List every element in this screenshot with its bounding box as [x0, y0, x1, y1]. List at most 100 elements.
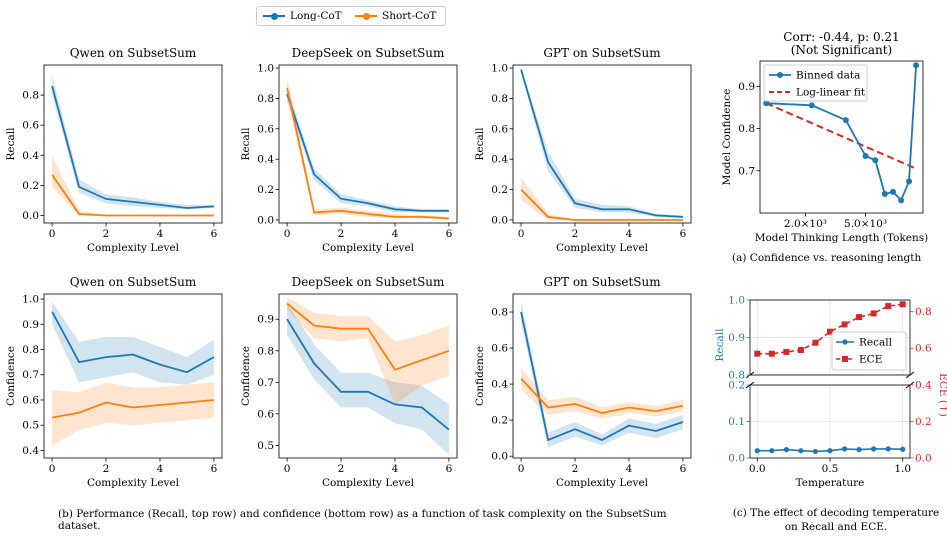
ece-marker [899, 301, 906, 308]
x-tick-label: 4 [157, 228, 164, 240]
y-tick-label: 0.2 [22, 180, 39, 192]
y-tick-label: 0.6 [22, 394, 39, 406]
x-tick-label: 0.5 [822, 463, 839, 475]
y-tick-label: 0.7 [22, 369, 39, 381]
series-line-short-cot [286, 87, 449, 220]
series-line-long-cot [51, 311, 215, 374]
axes-frame [278, 64, 458, 224]
y-axis-label: Confidence [474, 346, 486, 406]
x-tick-label: 2 [572, 463, 579, 475]
ece-marker [768, 350, 775, 357]
ece-marker [827, 328, 833, 335]
y-tick-label: 1.0 [491, 63, 508, 75]
recall-marker [754, 448, 760, 454]
y-axis-label-right: ECE (↑) [937, 373, 947, 417]
recall-marker [812, 448, 819, 455]
binned-point [881, 191, 888, 197]
y-tick-label-right: 0.4 [915, 379, 932, 391]
y-tick-label: 0.8 [257, 93, 274, 105]
recall-marker [871, 446, 877, 452]
series-line-long-cot [520, 311, 684, 442]
x-tick-label: 1.0 [894, 463, 911, 475]
panel-recall_qwen [40, 64, 223, 227]
y-tick-label: 0.8 [491, 93, 508, 105]
x-tick-label: 2 [103, 463, 110, 475]
x-axis-label: Model Thinking Length (Tokens) [755, 232, 929, 244]
panel-title: Qwen on SubsetSum [70, 46, 197, 60]
x-tick-label: 0 [518, 463, 525, 475]
x-tick-label: 4 [626, 463, 633, 475]
legend-label-long-cot: Long-CoT [290, 10, 342, 22]
x-tick-label: 5.0×10³ [844, 218, 887, 230]
ci-band-short-cot [287, 297, 449, 405]
series-line-short-cot [51, 399, 214, 419]
legend-marker-binned [777, 72, 783, 78]
ci-band-long-cot [287, 303, 449, 455]
series-line-short-cot [520, 188, 683, 221]
ece-line [757, 303, 903, 355]
recall-marker [783, 447, 789, 453]
x-tick-label: 6 [211, 463, 218, 475]
x-tick-label: 6 [211, 228, 218, 240]
binned-point [872, 157, 879, 164]
legend-item-long-cot: Long-CoT [263, 8, 342, 24]
series-line-long-cot [286, 93, 449, 212]
x-tick-label: 4 [157, 463, 164, 475]
series-line-long-cot [286, 318, 450, 431]
panel-title: Qwen on SubsetSum [70, 275, 197, 289]
legend-line-long-cot [263, 12, 285, 20]
y-tick-label: 0.2 [728, 380, 745, 392]
ci-band-long-cot [521, 301, 683, 448]
x-tick-label: 2 [103, 228, 110, 240]
y-tick-label-right: 0.6 [915, 343, 932, 355]
x-axis-label: Complexity Level [556, 242, 649, 254]
x-tick-label: 0 [518, 228, 525, 240]
legend-label-recall: Recall [859, 337, 893, 349]
y-tick-label: 0.6 [491, 343, 508, 355]
ci-band-long-cot [52, 301, 214, 385]
y-tick-label: 0.5 [22, 420, 39, 432]
y-tick-label: 1.0 [728, 295, 745, 307]
panel-recall_deepseek [275, 64, 458, 227]
caption-b: (b) Performance (Recall, top row) and co… [58, 508, 667, 532]
caption-a: (a) Confidence vs. reasoning length [732, 252, 922, 264]
y-tick-label: 0.0 [491, 451, 508, 463]
y-axis-label: Confidence [5, 346, 17, 406]
legend-label-ece: ECE [859, 354, 882, 366]
x-axis-label: Temperature [796, 477, 865, 489]
y-tick-label: 0.6 [257, 408, 274, 420]
legend-marker-ece [842, 356, 848, 362]
y-tick-label: 0.4 [257, 154, 274, 166]
y-tick-label: 0.9 [22, 319, 39, 331]
x-tick-label: 6 [680, 463, 687, 475]
binned-point [862, 153, 869, 159]
y-axis-label: Recall [474, 127, 486, 161]
y-tick-label: 0.6 [257, 123, 274, 135]
axes-frame [43, 293, 223, 459]
binned-point [890, 188, 897, 195]
panel-a-legend [763, 64, 868, 102]
y-tick-label: 0.4 [22, 445, 39, 457]
caption-c: (c) The effect of decoding temperature o… [732, 507, 940, 533]
series-line-long-cot [51, 85, 214, 209]
axes-frame [278, 293, 458, 459]
binned-point [808, 102, 815, 109]
y-tick-label-right: 0.0 [915, 453, 932, 465]
axes-frame [512, 64, 692, 224]
binned-line [766, 65, 917, 202]
binned-point [913, 62, 920, 69]
y-tick-label: 0.4 [491, 154, 508, 166]
y-tick-label-right: 0.8 [915, 306, 932, 318]
y-tick-label: 1.0 [22, 294, 39, 306]
y-tick-label: 0.7 [257, 377, 274, 389]
y-axis-label-left: Recall [714, 328, 726, 362]
ece-marker [783, 348, 790, 355]
x-axis-label: Complexity Level [322, 242, 415, 254]
ci-band-short-cot [52, 382, 214, 446]
y-axis-label: Confidence [240, 346, 252, 406]
x-axis-label: Complexity Level [87, 242, 180, 254]
y-tick-label: 0.5 [257, 440, 274, 452]
x-tick-label: 0 [49, 463, 56, 475]
figure-legend: Long-CoT Short-CoT [256, 6, 446, 26]
y-tick-label: 0.8 [257, 345, 274, 357]
